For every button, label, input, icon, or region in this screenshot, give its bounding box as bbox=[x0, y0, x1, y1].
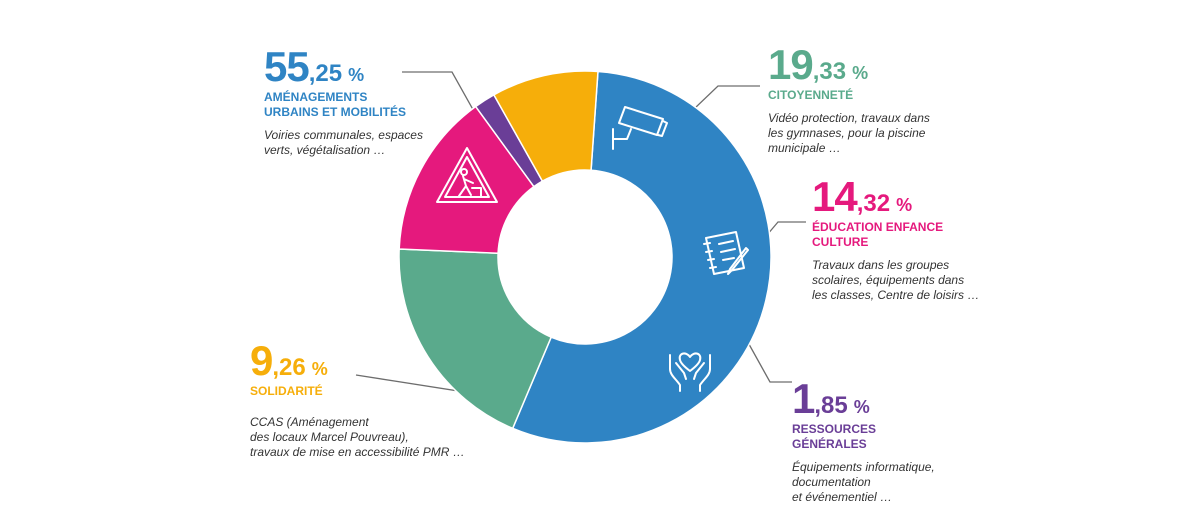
description-line: municipale … bbox=[768, 141, 841, 155]
category-line: RESSOURCES bbox=[792, 422, 877, 436]
segment-icons bbox=[436, 106, 749, 392]
category-line: URBAINS ET MOBILITÉS bbox=[264, 105, 407, 119]
category-line: SOLIDARITÉ bbox=[250, 384, 323, 398]
description-line: CCAS (Aménagement bbox=[250, 415, 369, 429]
description-line: des locaux Marcel Pouvreau), bbox=[250, 430, 409, 444]
percent-integer: 1 bbox=[792, 375, 815, 422]
category-ressources: RESSOURCES GÉNÉRALES bbox=[792, 422, 935, 452]
percent-ressources: 1,85% bbox=[792, 378, 935, 420]
category-line: GÉNÉRALES bbox=[792, 437, 867, 451]
description-line: Équipements informatique, bbox=[792, 460, 935, 474]
category-line: AMÉNAGEMENTS bbox=[264, 90, 368, 104]
description-line: les gymnases, pour la piscine bbox=[768, 126, 926, 140]
label-solidarite: 9,26% SOLIDARITÉ CCAS (Aménagement des l… bbox=[250, 340, 465, 460]
description-line: Travaux dans les groupes bbox=[812, 258, 950, 272]
label-ressources: 1,85% RESSOURCES GÉNÉRALES Équipements i… bbox=[792, 378, 935, 505]
percent-integer: 55 bbox=[264, 43, 310, 90]
percent-sign: % bbox=[348, 65, 365, 85]
description-line: documentation bbox=[792, 475, 871, 489]
description-line: verts, végétalisation … bbox=[264, 143, 386, 157]
percent-sign: % bbox=[852, 63, 869, 83]
description-line: travaux de mise en accessibilité PMR … bbox=[250, 445, 465, 459]
description-ressources: Équipements informatique, documentation … bbox=[792, 460, 935, 505]
donut-hole bbox=[498, 170, 672, 344]
description-solidarite: CCAS (Aménagement des locaux Marcel Pouv… bbox=[250, 415, 465, 460]
security-camera-icon bbox=[612, 106, 668, 150]
description-education: Travaux dans les groupes scolaires, équi… bbox=[812, 258, 979, 303]
category-line: ÉDUCATION ENFANCE bbox=[812, 220, 944, 234]
category-solidarite: SOLIDARITÉ bbox=[250, 384, 465, 399]
percent-sign: % bbox=[853, 397, 870, 417]
description-citoyennete: Vidéo protection, travaux dans les gymna… bbox=[768, 111, 930, 156]
category-line: CULTURE bbox=[812, 235, 869, 249]
percent-education: 14,32% bbox=[812, 176, 979, 218]
percent-decimal: ,32 bbox=[856, 190, 891, 217]
category-line: CITOYENNETÉ bbox=[768, 88, 854, 102]
description-line: Voiries communales, espaces bbox=[264, 128, 423, 142]
category-amenagements: AMÉNAGEMENTS URBAINS ET MOBILITÉS bbox=[264, 90, 423, 120]
heart-hands-icon bbox=[669, 352, 711, 392]
description-line: Vidéo protection, travaux dans bbox=[768, 111, 930, 125]
percent-integer: 19 bbox=[768, 41, 814, 88]
percent-integer: 14 bbox=[812, 173, 858, 220]
notebook-pencil-icon bbox=[703, 231, 749, 275]
label-citoyennete: 19,33% CITOYENNETÉ Vidéo protection, tra… bbox=[768, 44, 930, 156]
percent-integer: 9 bbox=[250, 337, 273, 384]
description-line: les classes, Centre de loisirs … bbox=[812, 288, 980, 302]
percent-decimal: ,25 bbox=[308, 60, 343, 87]
description-line: et événementiel … bbox=[792, 490, 893, 504]
percent-decimal: ,26 bbox=[272, 354, 306, 381]
percent-decimal: ,33 bbox=[812, 58, 847, 85]
percent-sign: % bbox=[896, 195, 913, 215]
description-line: scolaires, équipements dans bbox=[812, 273, 965, 287]
percent-decimal: ,85 bbox=[814, 392, 848, 419]
road-works-icon bbox=[436, 147, 498, 203]
percent-sign: % bbox=[311, 359, 328, 379]
leader-line-ressources bbox=[744, 336, 792, 383]
category-education: ÉDUCATION ENFANCE CULTURE bbox=[812, 220, 979, 250]
category-citoyennete: CITOYENNETÉ bbox=[768, 88, 930, 103]
label-amenagements: 55,25% AMÉNAGEMENTS URBAINS ET MOBILITÉS… bbox=[264, 46, 423, 158]
label-education: 14,32% ÉDUCATION ENFANCE CULTURE Travaux… bbox=[812, 176, 979, 303]
percent-citoyennete: 19,33% bbox=[768, 44, 930, 86]
description-amenagements: Voiries communales, espaces verts, végét… bbox=[264, 128, 423, 158]
percent-solidarite: 9,26% bbox=[250, 340, 465, 382]
percent-amenagements: 55,25% bbox=[264, 46, 423, 88]
